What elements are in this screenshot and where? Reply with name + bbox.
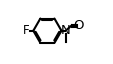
Text: O: O <box>72 19 83 32</box>
Text: F: F <box>23 24 29 37</box>
Text: N: N <box>61 24 70 37</box>
